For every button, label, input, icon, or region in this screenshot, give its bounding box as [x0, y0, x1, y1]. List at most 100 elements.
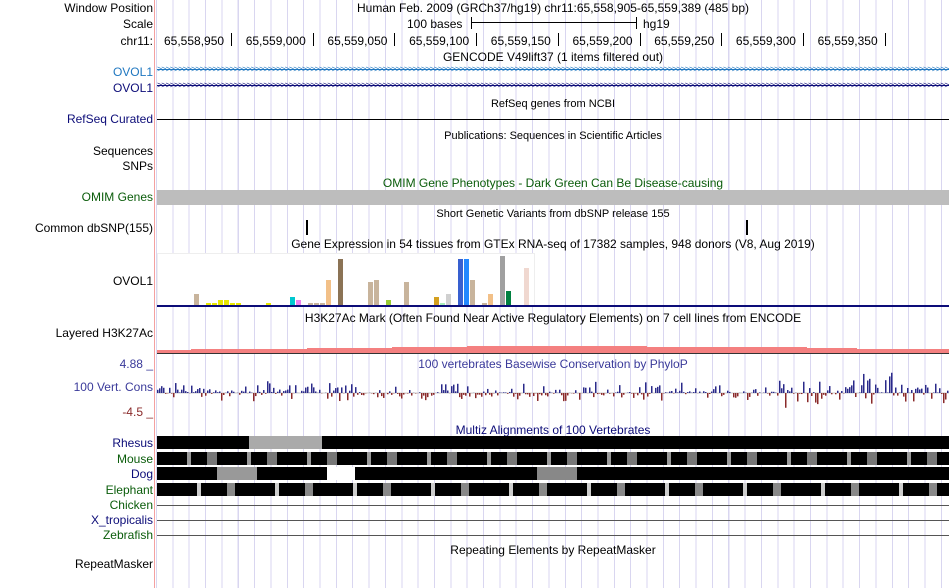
gtex-bar[interactable]: [434, 297, 439, 306]
phylop-bar: [757, 393, 759, 396]
omim-label[interactable]: OMIM Genes: [81, 190, 153, 204]
species-chicken[interactable]: Chicken: [109, 498, 153, 512]
gtex-bar[interactable]: [338, 258, 343, 306]
phylop-bar: [845, 387, 847, 393]
phylop-bar: [257, 385, 259, 393]
gtex-chart[interactable]: [157, 253, 535, 306]
gencode-transcript[interactable]: >>>>>>>>>>>>>>>>>>>>>>>>>>>>>>>>>>>>>>>>…: [157, 65, 949, 73]
gtex-bar[interactable]: [446, 294, 451, 306]
gtex-bar[interactable]: [500, 256, 505, 306]
gtex-bar[interactable]: [458, 258, 463, 306]
phylop-bar: [209, 389, 211, 393]
scale-db: hg19: [643, 17, 670, 31]
gtex-bar[interactable]: [308, 303, 313, 306]
omim-bar[interactable]: [157, 190, 949, 205]
phylop-signal[interactable]: [157, 370, 949, 420]
snp-mark[interactable]: [306, 220, 308, 235]
phylop-bar: [685, 393, 687, 395]
phylop-bar: [481, 393, 483, 397]
gtex-bar[interactable]: [482, 303, 487, 306]
gtex-bar[interactable]: [212, 303, 217, 306]
species-dog[interactable]: Dog: [130, 467, 153, 481]
phylop-bar: [721, 393, 723, 397]
gtex-bar[interactable]: [320, 303, 325, 306]
gtex-bar[interactable]: [440, 303, 445, 306]
gencode-item-label[interactable]: OVOL1: [112, 81, 153, 95]
phylop-bar: [729, 391, 731, 393]
gtex-bar[interactable]: [368, 282, 373, 306]
gtex-bar[interactable]: [206, 303, 211, 306]
species-xtropicalis[interactable]: X_tropicalis: [90, 513, 153, 527]
h3k27ac-label[interactable]: Layered H3K27Ac: [55, 326, 153, 340]
gtex-bar[interactable]: [218, 300, 223, 306]
omim-title: OMIM Gene Phenotypes - Dark Green Can Be…: [382, 176, 724, 190]
gtex-bar[interactable]: [374, 279, 379, 306]
phylop-bar: [533, 393, 535, 397]
ruler-tick-label: 65,559,100: [409, 34, 470, 48]
phylop-bar: [269, 383, 271, 393]
gtex-bar[interactable]: [326, 279, 331, 306]
phylop-bar: [651, 386, 653, 393]
phylop-bar: [837, 390, 839, 393]
gencode-item-label[interactable]: OVOL1: [112, 65, 153, 79]
phylop-bar: [187, 392, 189, 393]
gtex-bar[interactable]: [290, 297, 295, 306]
ruler-tick-label: 65,558,950: [164, 34, 225, 48]
refseq-label[interactable]: RefSeq Curated: [66, 112, 153, 126]
phylop-bar: [747, 393, 749, 400]
species-mouse[interactable]: Mouse: [116, 452, 153, 466]
phylop-bar: [767, 393, 769, 394]
phylop-bar: [943, 393, 945, 404]
phylop-label[interactable]: 100 Vert. Cons: [73, 380, 153, 394]
gtex-bar[interactable]: [266, 303, 271, 306]
gtex-bar[interactable]: [230, 303, 235, 306]
phylop-bar: [273, 387, 275, 393]
dbsnp-label[interactable]: Common dbSNP(155): [34, 221, 153, 235]
species-elephant[interactable]: Elephant: [105, 483, 153, 497]
phylop-bar: [205, 393, 207, 396]
gtex-bar[interactable]: [386, 300, 391, 306]
h3k27ac-signal[interactable]: [157, 340, 949, 354]
ruler-tick: [802, 33, 804, 46]
phylop-bar: [849, 387, 851, 393]
phylop-bar: [589, 387, 591, 393]
window-position-label: Window Position: [64, 1, 153, 15]
species-zebrafish[interactable]: Zebrafish: [102, 528, 153, 542]
refseq-title: RefSeq genes from NCBI: [490, 98, 616, 110]
phylop-bar: [253, 393, 255, 402]
phylop-bar: [895, 387, 897, 393]
gtex-bar[interactable]: [488, 294, 493, 306]
rmsk-label[interactable]: RepeatMasker: [74, 557, 153, 571]
phylop-bar: [241, 390, 243, 393]
gtex-bar[interactable]: [296, 300, 301, 306]
phylop-bar: [275, 393, 277, 394]
pubs-label-sequences[interactable]: Sequences: [92, 144, 153, 158]
gtex-label[interactable]: OVOL1: [112, 274, 153, 288]
gtex-bar[interactable]: [314, 303, 319, 306]
phylop-bar: [503, 392, 505, 393]
phylop-bar: [157, 389, 159, 393]
species-rhesus[interactable]: Rhesus: [112, 436, 153, 450]
gtex-bar[interactable]: [506, 291, 511, 306]
pubs-label-snps[interactable]: SNPs: [122, 159, 153, 173]
phylop-bar: [657, 386, 659, 393]
dbsnp-title: Short Genetic Variants from dbSNP releas…: [436, 208, 670, 220]
phylop-bar: [377, 393, 379, 398]
gtex-bar[interactable]: [464, 258, 469, 306]
phylop-bar: [597, 393, 599, 395]
phylop-bar: [177, 389, 179, 393]
gtex-bar[interactable]: [404, 282, 409, 306]
gtex-bar[interactable]: [194, 294, 199, 306]
phylop-bar: [211, 393, 213, 394]
snp-mark[interactable]: [746, 220, 748, 235]
phylop-bar: [445, 384, 447, 393]
gtex-bar[interactable]: [224, 300, 229, 306]
gtex-bar[interactable]: [236, 303, 241, 306]
gtex-bar[interactable]: [524, 267, 529, 306]
ruler-tick: [557, 33, 559, 46]
gtex-bar[interactable]: [470, 279, 475, 306]
phylop-bar: [223, 393, 225, 396]
phylop-bar: [835, 393, 837, 395]
phylop-bar: [831, 393, 833, 395]
gencode-transcript[interactable]: >>>>>>>>>>>>>>>>>>>>>>>>>>>>>>>>>>>>>>>>…: [157, 81, 949, 89]
